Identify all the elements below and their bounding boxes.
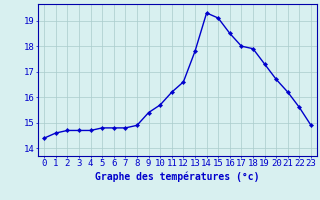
X-axis label: Graphe des températures (°c): Graphe des températures (°c) [95, 171, 260, 182]
